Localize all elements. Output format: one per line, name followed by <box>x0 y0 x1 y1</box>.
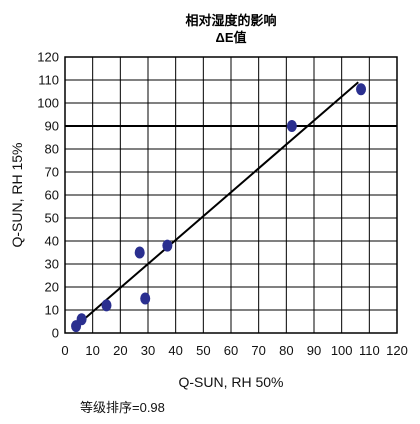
x-tick-label: 60 <box>224 343 238 358</box>
y-tick-label: 50 <box>45 211 59 226</box>
trendline-group <box>75 81 359 327</box>
data-point <box>162 239 173 252</box>
data-point <box>356 83 367 96</box>
x-axis-label: Q-SUN, RH 50% <box>178 374 283 390</box>
y-axis-label: Q-SUN, RH 15% <box>9 142 25 247</box>
y-tick-label: 110 <box>38 73 59 88</box>
x-tick-label: 120 <box>386 343 408 358</box>
y-tick-label: 20 <box>45 280 59 295</box>
y-tick-label: 0 <box>52 326 59 341</box>
plot-area-border <box>64 56 398 334</box>
data-point <box>76 313 87 326</box>
x-tick-label: 0 <box>61 343 68 358</box>
rank-correlation-note: 等级排序=0.98 <box>80 400 165 415</box>
data-point <box>134 246 145 259</box>
y-tick-label: 30 <box>45 257 59 272</box>
x-tick-label: 70 <box>251 343 265 358</box>
data-points <box>71 83 367 333</box>
x-tick-label: 100 <box>331 343 353 358</box>
y-tick-label: 40 <box>45 234 59 249</box>
x-tick-label: 110 <box>359 343 380 358</box>
data-point <box>101 299 112 312</box>
y-tick-label: 10 <box>45 303 59 318</box>
trendline <box>75 81 359 327</box>
x-tick-label: 90 <box>307 343 321 358</box>
x-axis-ticks: 0 10 20 30 40 50 60 70 80 90 100 110 120 <box>61 343 407 358</box>
x-tick-label: 50 <box>196 343 210 358</box>
y-tick-label: 90 <box>45 119 59 134</box>
y-tick-label: 60 <box>45 188 59 203</box>
y-tick-label: 80 <box>45 142 59 157</box>
y-axis-ticks: 0 10 20 30 40 50 60 70 80 90 100 110 120 <box>37 50 59 341</box>
x-tick-label: 80 <box>279 343 293 358</box>
y-tick-label: 70 <box>45 165 59 180</box>
y-tick-label: 120 <box>37 50 59 65</box>
chart-title: 相对湿度的影响 <box>185 13 276 28</box>
y-tick-label: 100 <box>37 96 59 111</box>
x-tick-label: 20 <box>113 343 127 358</box>
x-tick-label: 40 <box>168 343 182 358</box>
data-point <box>286 120 297 132</box>
chart-subtitle: ΔE值 <box>215 30 246 45</box>
data-point <box>140 292 151 305</box>
x-tick-label: 30 <box>141 343 155 358</box>
x-tick-label: 10 <box>85 343 99 358</box>
